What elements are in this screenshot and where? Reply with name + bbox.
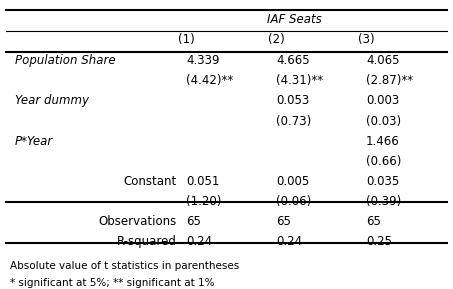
Text: 4.339: 4.339 [186, 54, 220, 67]
Text: 0.035: 0.035 [366, 175, 399, 188]
Text: Population Share: Population Share [15, 54, 116, 67]
Text: 65: 65 [186, 215, 201, 228]
Text: 0.053: 0.053 [276, 94, 309, 107]
Text: Absolute value of t statistics in parentheses: Absolute value of t statistics in parent… [10, 261, 240, 271]
Text: Constant: Constant [124, 175, 177, 188]
Text: (2): (2) [268, 33, 284, 46]
Text: 0.003: 0.003 [366, 94, 399, 107]
Text: Year dummy: Year dummy [15, 94, 89, 107]
Text: 4.065: 4.065 [366, 54, 400, 67]
Text: 4.665: 4.665 [276, 54, 310, 67]
Text: (0.03): (0.03) [366, 114, 401, 127]
Text: 0.005: 0.005 [276, 175, 309, 188]
Text: (0.73): (0.73) [276, 114, 311, 127]
Text: (3): (3) [358, 33, 374, 46]
Text: IAF Seats: IAF Seats [267, 13, 322, 26]
Text: (0.39): (0.39) [366, 195, 401, 208]
Text: 0.25: 0.25 [366, 236, 392, 249]
Text: (0.66): (0.66) [366, 155, 401, 168]
Text: (4.31)**: (4.31)** [276, 74, 323, 87]
Text: 65: 65 [276, 215, 291, 228]
Text: (2.87)**: (2.87)** [366, 74, 413, 87]
Text: 65: 65 [366, 215, 381, 228]
Text: (0.06): (0.06) [276, 195, 311, 208]
Text: 0.24: 0.24 [186, 236, 212, 249]
Text: (1.20): (1.20) [186, 195, 222, 208]
Text: Observations: Observations [99, 215, 177, 228]
Text: 0.24: 0.24 [276, 236, 302, 249]
Text: P*Year: P*Year [15, 135, 53, 148]
Text: R-squared: R-squared [117, 236, 177, 249]
Text: (1): (1) [178, 33, 194, 46]
Text: * significant at 5%; ** significant at 1%: * significant at 5%; ** significant at 1… [10, 278, 215, 288]
Text: 1.466: 1.466 [366, 135, 400, 148]
Text: 0.051: 0.051 [186, 175, 219, 188]
Text: (4.42)**: (4.42)** [186, 74, 233, 87]
